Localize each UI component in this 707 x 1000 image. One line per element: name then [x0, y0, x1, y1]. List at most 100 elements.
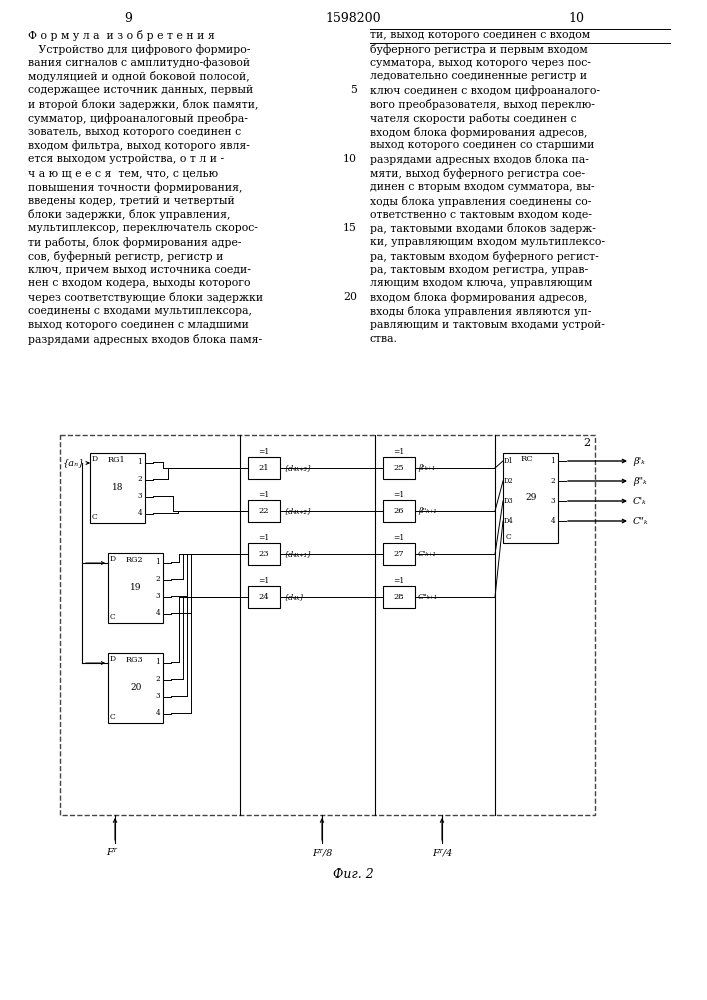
Text: 5: 5	[350, 85, 357, 95]
Text: сов, буферный регистр, регистр и: сов, буферный регистр, регистр и	[28, 251, 223, 262]
Text: ра, тактовым входом буферного регист-: ра, тактовым входом буферного регист-	[370, 251, 599, 262]
Text: RG3: RG3	[126, 656, 144, 664]
Text: 2: 2	[137, 475, 142, 483]
Text: 20: 20	[130, 684, 141, 692]
Text: RG1: RG1	[108, 456, 126, 464]
Text: ответственно с тактовым входом коде-: ответственно с тактовым входом коде-	[370, 209, 592, 219]
Text: D1: D1	[504, 457, 513, 465]
Text: ти работы, блок формирования адре-: ти работы, блок формирования адре-	[28, 237, 242, 248]
Text: 4: 4	[156, 609, 160, 617]
Text: выход которого соединен со старшими: выход которого соединен со старшими	[370, 140, 595, 150]
Text: ства.: ства.	[370, 334, 398, 344]
Text: ледовательно соединенные регистр и: ледовательно соединенные регистр и	[370, 71, 587, 81]
Text: C"ₖ₊₁: C"ₖ₊₁	[418, 593, 438, 601]
Text: 22: 22	[259, 507, 269, 515]
Text: 18: 18	[112, 484, 124, 492]
Text: содержащее источник данных, первый: содержащее источник данных, первый	[28, 85, 253, 95]
Text: =1: =1	[393, 491, 404, 499]
Text: Fᵀ/4: Fᵀ/4	[432, 848, 452, 857]
Text: 10: 10	[343, 154, 357, 164]
Text: D: D	[92, 455, 98, 463]
Text: 3: 3	[156, 592, 160, 600]
Text: 1: 1	[156, 558, 160, 566]
Text: =1: =1	[258, 534, 269, 542]
Text: равляющим и тактовым входами устрой-: равляющим и тактовым входами устрой-	[370, 320, 605, 330]
Text: RG2: RG2	[126, 556, 144, 564]
Text: C"ₖ: C"ₖ	[633, 516, 648, 526]
Text: 15: 15	[343, 223, 357, 233]
Text: 2: 2	[550, 477, 555, 485]
Text: и второй блоки задержки, блок памяти,: и второй блоки задержки, блок памяти,	[28, 99, 259, 110]
Text: 4: 4	[156, 709, 160, 717]
Text: RC: RC	[521, 455, 534, 463]
Bar	[248, 500, 280, 522]
Text: ра, тактовыми входами блоков задерж-: ра, тактовыми входами блоков задерж-	[370, 223, 596, 234]
Bar	[248, 457, 280, 479]
Text: ключ соединен с входом цифроаналого-: ключ соединен с входом цифроаналого-	[370, 85, 600, 96]
Text: 4: 4	[137, 509, 142, 517]
Bar	[383, 543, 415, 565]
Text: C: C	[506, 533, 512, 541]
Text: чателя скорости работы соединен с: чателя скорости работы соединен с	[370, 113, 577, 124]
Text: 1: 1	[550, 457, 555, 465]
Text: разрядами адресных входов блока памя-: разрядами адресных входов блока памя-	[28, 334, 262, 345]
Text: 2: 2	[583, 438, 590, 448]
Bar	[60, 435, 595, 815]
Text: 20: 20	[343, 292, 357, 302]
Text: D: D	[110, 655, 116, 663]
Text: 9: 9	[124, 12, 132, 25]
Text: ч а ю щ е е с я  тем, что, с целью: ч а ю щ е е с я тем, что, с целью	[28, 168, 218, 178]
Bar	[108, 553, 163, 623]
Text: блоки задержки, блок управления,: блоки задержки, блок управления,	[28, 209, 230, 220]
Text: {d₄ₖ₊₃}: {d₄ₖ₊₃}	[283, 464, 312, 472]
Text: {aₙ}: {aₙ}	[63, 458, 86, 467]
Text: входом фильтра, выход которого явля-: входом фильтра, выход которого явля-	[28, 140, 250, 151]
Text: =1: =1	[258, 491, 269, 499]
Text: ется выходом устройства, о т л и -: ется выходом устройства, о т л и -	[28, 154, 224, 164]
Text: 29: 29	[525, 493, 537, 502]
Text: 1598200: 1598200	[325, 12, 381, 25]
Text: вания сигналов с амплитудно-фазовой: вания сигналов с амплитудно-фазовой	[28, 58, 250, 68]
Text: зователь, выход которого соединен с: зователь, выход которого соединен с	[28, 127, 241, 137]
Text: =1: =1	[393, 577, 404, 585]
Text: 28: 28	[394, 593, 404, 601]
Text: входом блока формирования адресов,: входом блока формирования адресов,	[370, 127, 588, 138]
Text: D2: D2	[504, 477, 513, 485]
Text: вого преобразователя, выход переклю-: вого преобразователя, выход переклю-	[370, 99, 595, 110]
Text: 4: 4	[550, 517, 555, 525]
Text: β'ₖ: β'ₖ	[633, 456, 645, 466]
Bar	[90, 453, 145, 523]
Text: сумматор, цифроаналоговый преобра-: сумматор, цифроаналоговый преобра-	[28, 113, 248, 124]
Text: {d₄ₖ₊₂}: {d₄ₖ₊₂}	[283, 507, 312, 515]
Text: модуляцией и одной боковой полосой,: модуляцией и одной боковой полосой,	[28, 71, 250, 82]
Text: 25: 25	[394, 464, 404, 472]
Text: разрядами адресных входов блока па-: разрядами адресных входов блока па-	[370, 154, 589, 165]
Text: 2: 2	[156, 575, 160, 583]
Text: C: C	[92, 513, 98, 521]
Text: 3: 3	[137, 492, 142, 500]
Text: 23: 23	[259, 550, 269, 558]
Text: выход которого соединен с младшими: выход которого соединен с младшими	[28, 320, 249, 330]
Text: Fᵀ/8: Fᵀ/8	[312, 848, 332, 857]
Text: β'ₖ₊₁: β'ₖ₊₁	[418, 464, 436, 472]
Text: входом блока формирования адресов,: входом блока формирования адресов,	[370, 292, 588, 303]
Text: {d₄ₖ}: {d₄ₖ}	[283, 593, 305, 601]
Text: C: C	[110, 613, 116, 621]
Text: 24: 24	[259, 593, 269, 601]
Text: D4: D4	[504, 517, 514, 525]
Text: =1: =1	[258, 577, 269, 585]
Text: 21: 21	[259, 464, 269, 472]
Text: через соответствующие блоки задержки: через соответствующие блоки задержки	[28, 292, 263, 303]
Text: β"ₖ: β"ₖ	[633, 477, 647, 486]
Text: D3: D3	[504, 497, 513, 505]
Bar	[383, 586, 415, 608]
Text: 3: 3	[551, 497, 555, 505]
Text: мяти, выход буферного регистра сое-: мяти, выход буферного регистра сое-	[370, 168, 585, 179]
Bar	[108, 653, 163, 723]
Text: β"ₖ₊₁: β"ₖ₊₁	[418, 507, 437, 515]
Text: 2: 2	[156, 675, 160, 683]
Text: ходы блока управления соединены со-: ходы блока управления соединены со-	[370, 196, 591, 207]
Text: {d₄ₖ₊₁}: {d₄ₖ₊₁}	[283, 550, 312, 558]
Text: ключ, причем выход источника соеди-: ключ, причем выход источника соеди-	[28, 265, 251, 275]
Text: =1: =1	[393, 534, 404, 542]
